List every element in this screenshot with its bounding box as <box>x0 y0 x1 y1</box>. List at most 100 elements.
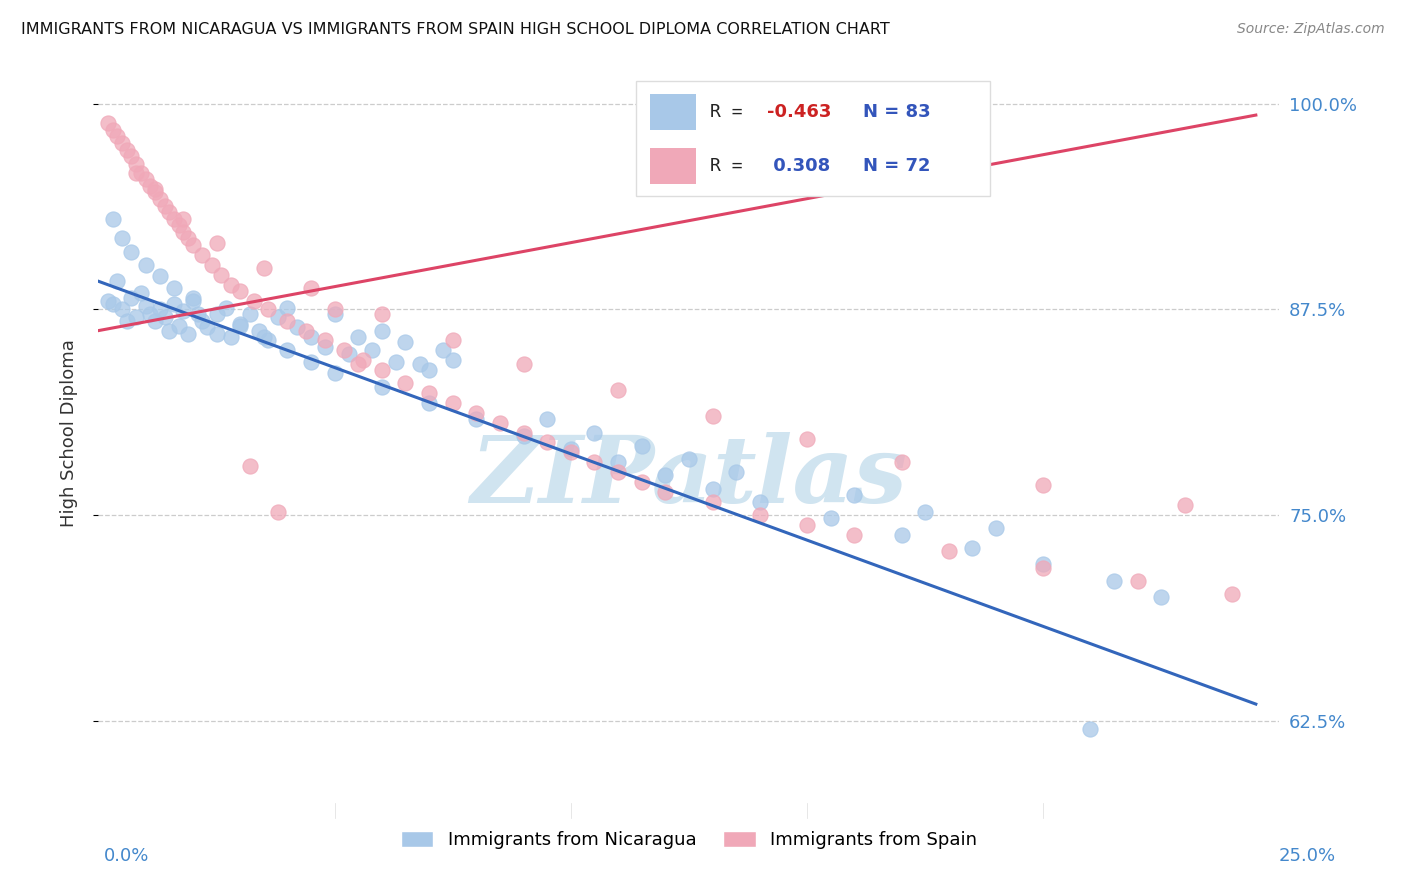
Point <box>172 225 194 239</box>
Point <box>394 376 416 391</box>
Point <box>536 412 558 426</box>
Point <box>125 310 148 325</box>
Point <box>153 198 176 212</box>
Point <box>295 324 318 338</box>
Point <box>97 293 120 308</box>
Point <box>167 318 190 333</box>
Point <box>748 494 770 508</box>
Point <box>630 475 652 489</box>
Point <box>229 318 252 333</box>
Point <box>143 186 166 200</box>
Point <box>115 314 138 328</box>
Point <box>149 302 172 317</box>
Legend: Immigrants from Nicaragua, Immigrants from Spain: Immigrants from Nicaragua, Immigrants fr… <box>394 824 984 856</box>
Point <box>257 334 280 348</box>
Point <box>115 143 138 157</box>
Point <box>201 258 224 272</box>
Point <box>323 367 346 381</box>
Point <box>121 244 143 259</box>
Point <box>181 238 204 252</box>
Point <box>962 541 984 555</box>
Point <box>253 261 276 276</box>
Point <box>441 334 464 348</box>
Point <box>205 236 228 251</box>
Point <box>418 386 440 401</box>
Point <box>583 455 606 469</box>
Point <box>205 307 228 321</box>
Point <box>219 330 242 344</box>
Point <box>135 299 157 313</box>
Point <box>583 425 606 440</box>
Point <box>796 432 818 446</box>
Point <box>157 205 180 219</box>
Point <box>844 488 866 502</box>
Point <box>149 269 172 284</box>
Point <box>276 301 298 315</box>
Point <box>1032 478 1054 492</box>
Point <box>181 293 204 308</box>
Point <box>394 335 416 350</box>
Point <box>820 511 842 525</box>
Point <box>97 116 120 130</box>
Point <box>153 310 176 325</box>
Point <box>172 304 194 318</box>
Point <box>748 508 770 522</box>
Point <box>560 445 582 459</box>
Point <box>129 285 152 300</box>
Point <box>101 211 124 226</box>
Point <box>654 468 676 483</box>
Point <box>890 527 912 541</box>
Point <box>191 248 214 262</box>
Point <box>163 281 186 295</box>
Point <box>914 505 936 519</box>
Point <box>844 527 866 541</box>
Point <box>181 291 204 305</box>
Y-axis label: High School Diploma: High School Diploma <box>59 339 77 526</box>
Point <box>630 439 652 453</box>
Point <box>323 302 346 317</box>
Text: 0.0%: 0.0% <box>104 847 149 865</box>
Point <box>139 178 162 193</box>
Point <box>299 330 322 344</box>
Point <box>371 379 394 393</box>
Point <box>489 416 512 430</box>
Point <box>149 192 172 206</box>
Point <box>432 343 454 358</box>
Point <box>163 211 186 226</box>
Point <box>702 494 724 508</box>
Point <box>371 324 394 338</box>
Text: Source: ZipAtlas.com: Source: ZipAtlas.com <box>1237 22 1385 37</box>
Point <box>607 383 630 397</box>
Point <box>418 363 440 377</box>
Point <box>172 211 194 226</box>
Point <box>337 346 360 360</box>
Point <box>125 166 148 180</box>
Point <box>984 521 1007 535</box>
Point <box>209 268 232 282</box>
Point <box>257 302 280 317</box>
Point <box>465 412 488 426</box>
Point <box>111 302 134 317</box>
Point <box>239 458 262 473</box>
Point <box>323 307 346 321</box>
Point <box>441 396 464 410</box>
Point <box>465 406 488 420</box>
Point <box>347 357 370 371</box>
Point <box>229 317 252 331</box>
Point <box>441 353 464 368</box>
Point <box>938 544 960 558</box>
Point <box>215 301 238 315</box>
Point <box>276 343 298 358</box>
Point <box>371 363 394 377</box>
Point <box>796 517 818 532</box>
Point <box>385 355 408 369</box>
Point <box>247 324 270 338</box>
Point <box>418 396 440 410</box>
Point <box>267 310 290 325</box>
Point <box>607 465 630 479</box>
Text: 25.0%: 25.0% <box>1279 847 1336 865</box>
Point <box>314 334 336 348</box>
Point <box>560 442 582 456</box>
Point <box>654 484 676 499</box>
Point <box>512 429 534 443</box>
